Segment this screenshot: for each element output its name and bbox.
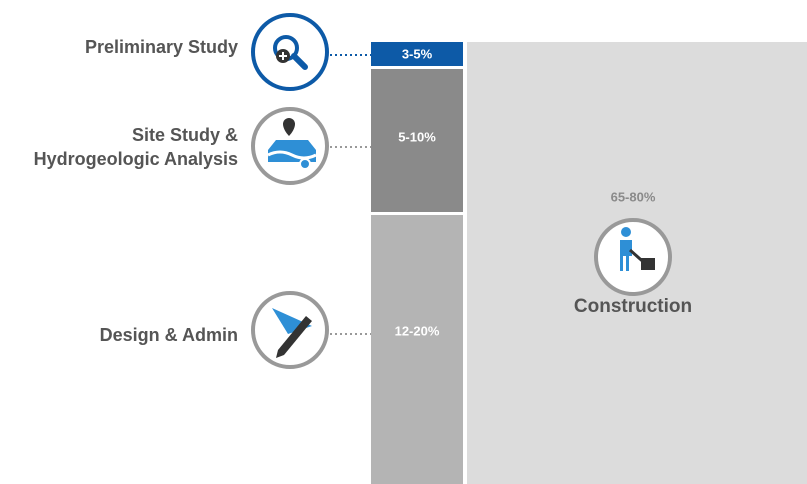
phase-label: Site Study & <box>132 125 238 145</box>
phase-range: 3-5% <box>402 46 433 61</box>
phase-range: 5-10% <box>398 129 436 144</box>
construction-range: 65-80% <box>611 189 656 204</box>
construction-label: Construction <box>574 296 692 317</box>
site-study-bar <box>371 69 463 212</box>
preliminary-bar <box>371 42 463 66</box>
construction-icon <box>594 218 672 296</box>
phase-label: Hydrogeologic Analysis <box>34 149 238 169</box>
preliminary-icon <box>251 13 329 91</box>
phase-label: Preliminary Study <box>85 37 238 57</box>
design-icon <box>251 291 329 369</box>
phase-label: Design & Admin <box>100 325 238 345</box>
design-bar <box>371 215 463 484</box>
phase-range: 12-20% <box>395 323 440 338</box>
site-study-icon <box>251 107 329 185</box>
